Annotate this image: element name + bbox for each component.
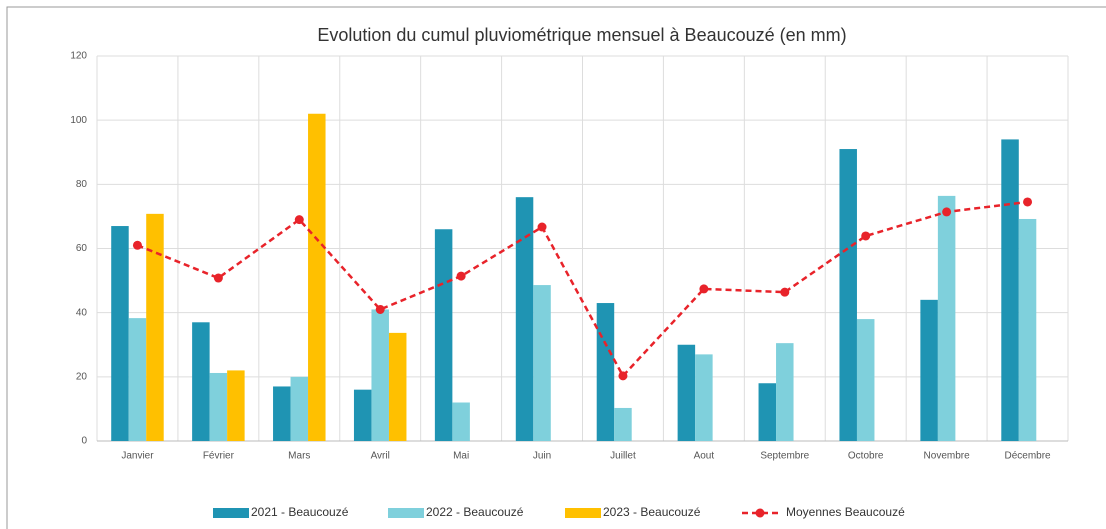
- bar: [839, 149, 857, 441]
- x-tick-label: Mai: [453, 451, 469, 462]
- bar: [146, 213, 164, 441]
- x-tick-label: Juin: [533, 451, 551, 462]
- x-tick-label: Avril: [371, 451, 390, 462]
- line-marker: [537, 222, 547, 232]
- line-marker: [1023, 197, 1033, 207]
- legend-label: 2021 - Beaucouzé: [251, 505, 349, 519]
- bar: [452, 402, 470, 441]
- legend-label: 2023 - Beaucouzé: [603, 505, 701, 519]
- bar: [515, 197, 534, 441]
- bar: [1001, 139, 1019, 441]
- bar: [920, 299, 938, 441]
- bar: [758, 383, 777, 441]
- x-tick-label: Septembre: [760, 451, 809, 462]
- bar: [111, 226, 129, 441]
- line-marker: [456, 271, 466, 281]
- chart-title: Evolution du cumul pluviométrique mensue…: [317, 25, 846, 45]
- bar: [695, 354, 713, 441]
- bar: [856, 319, 875, 441]
- y-tick-label: 60: [76, 243, 88, 254]
- x-tick-label: Décembre: [1004, 451, 1051, 462]
- bar: [1018, 218, 1037, 441]
- x-tick-label: Janvier: [121, 451, 154, 462]
- line-marker: [213, 273, 223, 283]
- x-tick-label: Mars: [288, 451, 310, 462]
- y-tick-label: 40: [76, 307, 88, 318]
- legend-label: 2022 - Beaucouzé: [426, 505, 524, 519]
- x-tick-label: Février: [203, 451, 235, 462]
- x-tick-label: Novembre: [924, 451, 971, 462]
- line: [136, 200, 1028, 378]
- legend-label: Moyennes Beaucouzé: [786, 505, 905, 519]
- bar: [614, 407, 632, 441]
- line-marker: [375, 304, 385, 314]
- bar: [434, 229, 453, 441]
- bar: [209, 372, 228, 441]
- line-marker: [699, 284, 709, 294]
- bar: [776, 343, 794, 441]
- line-marker: [132, 240, 142, 250]
- bar: [290, 376, 309, 441]
- x-tick-label: Aout: [694, 451, 715, 462]
- line-marker: [942, 207, 952, 217]
- bar: [308, 113, 326, 441]
- bar: [371, 309, 389, 441]
- line-marker: [618, 371, 628, 381]
- y-tick-label: 100: [70, 115, 87, 126]
- bar: [596, 303, 615, 441]
- legend-swatch: [388, 508, 424, 518]
- line-marker: [861, 231, 871, 241]
- x-tick-label: Juillet: [610, 451, 636, 462]
- bar: [128, 318, 147, 441]
- x-tick-label: Octobre: [848, 451, 884, 462]
- y-tick-label: 120: [70, 51, 87, 62]
- legend-swatch: [565, 508, 601, 518]
- bar: [937, 195, 956, 441]
- y-tick-label: 0: [81, 436, 87, 447]
- bar: [533, 285, 551, 441]
- line-marker: [294, 215, 304, 225]
- bar: [353, 389, 372, 441]
- bar: [388, 332, 407, 441]
- y-tick-label: 20: [76, 371, 88, 382]
- frame: [6, 6, 1106, 529]
- y-tick-label: 80: [76, 179, 88, 190]
- bar: [192, 322, 210, 441]
- line-marker: [780, 287, 790, 297]
- legend-marker: [755, 508, 765, 518]
- bar: [227, 370, 245, 441]
- legend-swatch: [213, 508, 249, 518]
- bar: [677, 344, 696, 441]
- bar: [273, 386, 291, 441]
